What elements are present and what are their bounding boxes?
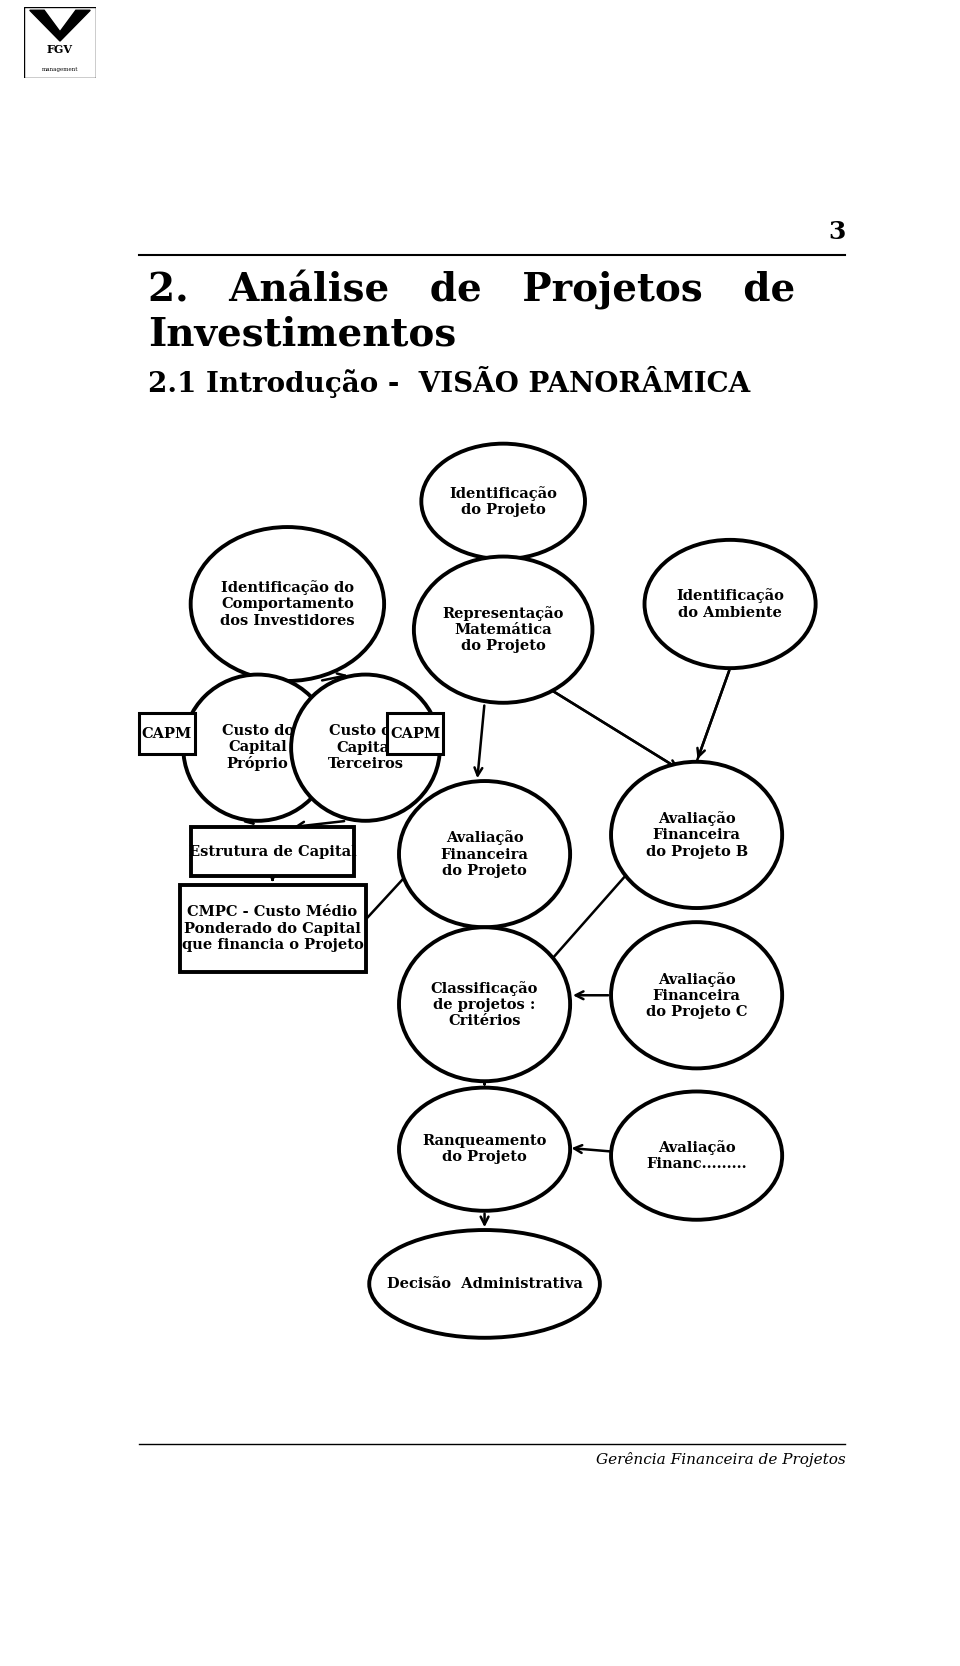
Text: Avaliação
Financeira
do Projeto C: Avaliação Financeira do Projeto C <box>646 971 747 1020</box>
Text: 2.   Análise   de   Projetos   de: 2. Análise de Projetos de <box>148 270 796 310</box>
Ellipse shape <box>611 761 782 908</box>
Text: Gerência Financeira de Projetos: Gerência Financeira de Projetos <box>595 1453 846 1468</box>
Text: Estrutura de Capital: Estrutura de Capital <box>189 845 356 858</box>
Polygon shape <box>30 10 90 42</box>
Ellipse shape <box>611 923 782 1068</box>
Text: Avaliação
Financ.........: Avaliação Financ......... <box>646 1140 747 1171</box>
Ellipse shape <box>414 556 592 703</box>
FancyBboxPatch shape <box>388 713 444 755</box>
Text: CAPM: CAPM <box>142 726 192 741</box>
Text: Identificação
do Projeto: Identificação do Projeto <box>449 486 557 516</box>
Text: Avaliação
Financeira
do Projeto B: Avaliação Financeira do Projeto B <box>645 811 748 858</box>
Text: 3: 3 <box>828 220 846 243</box>
Ellipse shape <box>291 675 440 821</box>
Ellipse shape <box>611 1091 782 1220</box>
Text: Representação
Matemática
do Projeto: Representação Matemática do Projeto <box>443 606 564 653</box>
Text: Identificação do
Comportamento
dos Investidores: Identificação do Comportamento dos Inves… <box>220 580 354 628</box>
Ellipse shape <box>399 781 570 928</box>
Ellipse shape <box>399 1088 570 1211</box>
Text: Ranqueamento
do Projeto: Ranqueamento do Projeto <box>422 1135 547 1165</box>
Text: management: management <box>41 67 79 72</box>
Ellipse shape <box>421 443 585 560</box>
Ellipse shape <box>191 526 384 681</box>
Ellipse shape <box>399 928 570 1081</box>
Text: Avaliação
Financeira
do Projeto: Avaliação Financeira do Projeto <box>441 831 529 878</box>
Text: CMPC - Custo Médio
Ponderado do Capital
que financia o Projeto: CMPC - Custo Médio Ponderado do Capital … <box>181 905 364 951</box>
Ellipse shape <box>370 1230 600 1338</box>
Text: Custo do
Capital
Terceiros: Custo do Capital Terceiros <box>327 725 403 771</box>
Text: FGV: FGV <box>47 43 73 55</box>
Text: CAPM: CAPM <box>391 726 441 741</box>
Ellipse shape <box>183 675 332 821</box>
FancyBboxPatch shape <box>139 713 195 755</box>
Text: Custo do
Capital
Próprio: Custo do Capital Próprio <box>222 725 294 771</box>
Text: Identificação
do Ambiente: Identificação do Ambiente <box>676 588 784 620</box>
Text: 2.1 Introdução -  VISÃO PANORÂMICA: 2.1 Introdução - VISÃO PANORÂMICA <box>148 367 751 398</box>
FancyBboxPatch shape <box>191 828 354 876</box>
Text: Classificação
de projetos :
Critérios: Classificação de projetos : Critérios <box>431 981 539 1028</box>
Text: Decisão  Administrativa: Decisão Administrativa <box>387 1276 583 1291</box>
Ellipse shape <box>644 540 816 668</box>
FancyBboxPatch shape <box>180 885 366 973</box>
Text: Investimentos: Investimentos <box>148 315 457 353</box>
